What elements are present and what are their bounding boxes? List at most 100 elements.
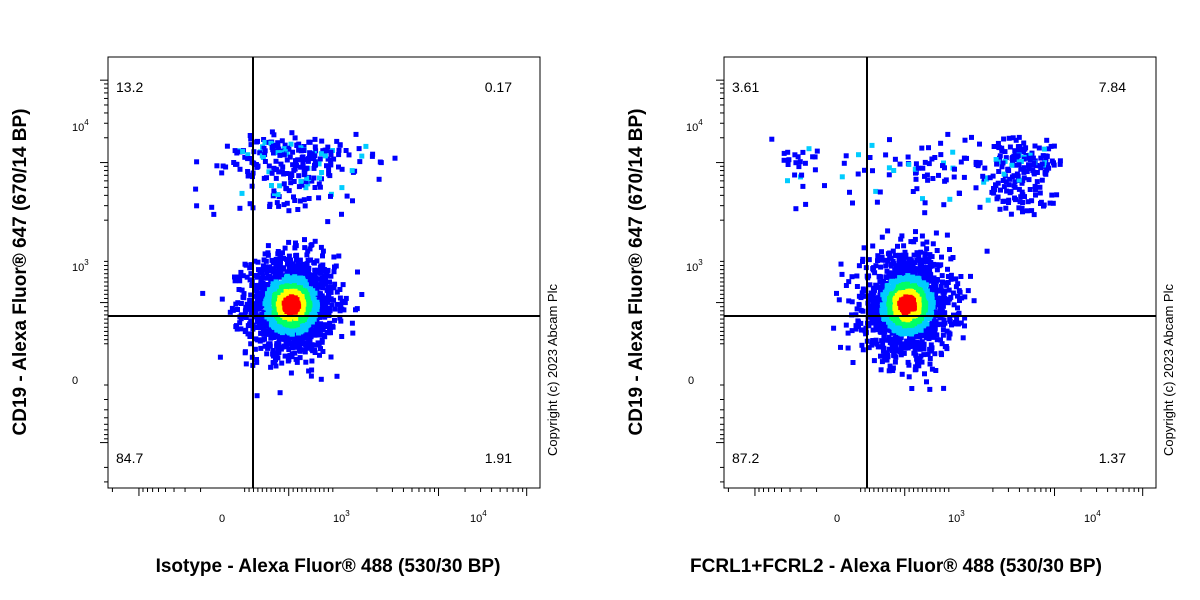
event-dot [858,320,864,326]
event-dot [889,306,895,312]
event-dot [334,301,340,307]
event-dot [856,302,862,308]
event-dot [1057,161,1063,167]
event-dot [923,310,929,316]
event-dot [914,276,920,282]
event-dot [359,153,365,159]
event-dot [194,203,200,209]
axis-ticks-isotype [100,79,528,496]
event-dot [899,371,905,377]
event-dot [1039,177,1045,183]
event-dot [906,325,912,331]
event-dot [931,309,937,315]
event-dot [300,261,306,267]
event-dot [264,351,270,357]
event-dot [266,163,272,169]
event-dot [328,149,334,155]
event-dot [271,188,277,194]
event-dot [252,258,258,264]
event-dot [237,320,243,326]
event-dot [293,356,299,362]
event-dot [880,348,886,354]
event-dot [922,371,927,377]
event-dot [846,298,852,304]
event-dot [997,206,1003,212]
event-dot [264,319,270,324]
event-dot [317,175,322,181]
event-dot [311,165,317,171]
event-dot [922,276,928,282]
event-dot [927,386,933,392]
event-dot [324,287,330,293]
event-dot [353,307,358,313]
event-dot [913,364,919,370]
event-dot [337,287,343,292]
event-dot [927,263,933,269]
x-tick-label-0: 0 [834,513,840,525]
event-dot [255,337,261,343]
event-dot [793,206,799,212]
event-dot [318,376,324,382]
event-dot [325,284,331,290]
event-dot [999,164,1005,170]
event-dot [1016,177,1022,183]
event-dot [278,268,284,274]
event-dot [245,156,251,162]
event-dot [870,168,875,174]
event-dot [1039,161,1045,167]
event-dots-fcrl [769,131,1063,392]
event-dot [308,242,314,248]
event-dot [913,345,919,351]
event-dot [932,155,938,160]
event-dot [892,340,898,346]
event-dot [890,365,896,371]
event-dot [312,267,318,273]
event-dot [879,254,885,260]
event-dot [258,325,264,331]
event-dot [313,148,319,154]
event-dot [336,147,342,153]
event-dot [1016,134,1022,140]
event-dot [294,359,300,365]
event-dot [295,207,301,212]
event-dot [953,276,959,282]
event-dot [328,354,334,360]
event-dot [247,265,253,271]
event-dot [284,151,290,157]
event-dot [869,142,875,148]
event-dot [1010,135,1016,141]
event-dot [254,393,260,399]
event-dot [838,344,843,350]
event-dot [309,358,315,364]
quadrant-lower-right-value: 1.37 [1099,450,1126,466]
event-dot [922,200,928,206]
event-dot [856,152,861,158]
event-dot [920,241,926,247]
event-dot [881,278,886,284]
event-dot [277,183,283,189]
event-dot [1032,183,1038,189]
event-dot [1033,192,1038,198]
event-dot [993,157,999,162]
event-dot [958,274,964,279]
event-dot [878,353,883,359]
event-dot [920,196,925,202]
event-dot [1017,199,1023,205]
event-dot [1041,146,1047,152]
event-dot [254,359,260,365]
event-dot [247,156,253,161]
event-dot [923,335,929,341]
event-dot [301,197,307,203]
event-dot [1020,178,1026,184]
event-dot [273,279,279,285]
x-axis-label: Isotype - Alexa Fluor® 488 (530/30 BP) [156,556,501,577]
event-dot [968,273,973,279]
event-dot [895,243,900,249]
event-dot [854,284,860,289]
event-dot [287,154,293,160]
event-dot [262,139,268,145]
event-dot [878,274,884,280]
event-dot [929,345,935,351]
event-dot [359,292,365,297]
event-dot [792,172,798,178]
